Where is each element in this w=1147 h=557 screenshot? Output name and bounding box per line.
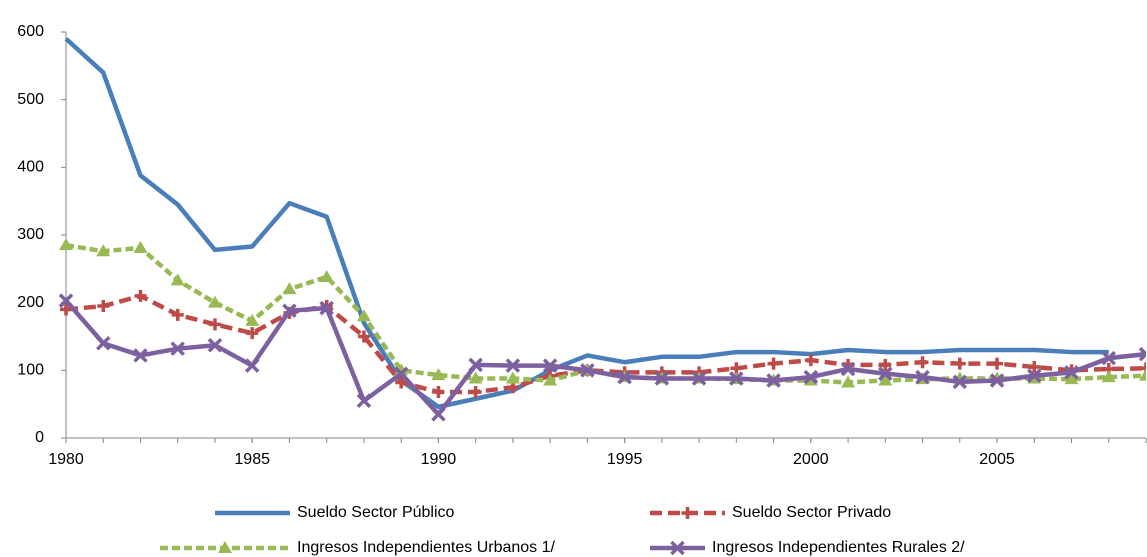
marker [393, 366, 409, 381]
marker [989, 373, 1005, 388]
marker [1101, 370, 1116, 383]
y-tick-label: 200 [17, 294, 44, 311]
series-line [64, 299, 1146, 417]
marker [543, 373, 558, 386]
marker [1027, 368, 1042, 383]
marker [1138, 346, 1146, 362]
marker [97, 300, 110, 313]
marker [681, 507, 694, 519]
marker [1140, 362, 1146, 375]
marker [542, 358, 558, 373]
marker [654, 371, 670, 386]
marker [580, 363, 595, 378]
marker [878, 366, 893, 381]
marker [432, 385, 445, 398]
marker [245, 313, 260, 326]
marker [841, 375, 856, 388]
marker [505, 358, 521, 373]
marker [96, 336, 111, 351]
marker [878, 373, 893, 386]
y-tick-label: 100 [17, 362, 44, 379]
marker [505, 371, 520, 384]
marker [60, 303, 72, 316]
x-tick-label: 1980 [48, 451, 84, 468]
marker [319, 269, 334, 282]
marker [207, 295, 222, 308]
marker [431, 368, 446, 381]
marker [282, 282, 297, 295]
x-tick-label: 2005 [979, 451, 1015, 468]
marker [59, 238, 73, 251]
legend-label: Sueldo Sector Público [297, 504, 455, 521]
marker [468, 357, 483, 373]
marker [804, 354, 817, 367]
marker [767, 357, 780, 370]
marker [915, 369, 930, 385]
marker [803, 369, 819, 385]
y-tick-label: 400 [17, 159, 44, 176]
marker [244, 358, 260, 373]
marker [766, 373, 781, 388]
marker [469, 385, 482, 398]
marker [207, 338, 223, 353]
x-tick-label: 1995 [607, 451, 643, 468]
marker [208, 318, 221, 331]
marker [1101, 350, 1116, 366]
marker [952, 374, 968, 390]
marker [1139, 368, 1146, 381]
y-tick-label: 500 [17, 91, 44, 108]
marker [468, 371, 483, 384]
marker [879, 358, 892, 371]
marker [58, 293, 74, 308]
series-line [64, 37, 1109, 410]
marker [356, 393, 372, 409]
marker [670, 540, 685, 556]
x-tick-label: 2000 [793, 451, 829, 468]
legend-label: Ingresos Independientes Urbanos 1/ [297, 539, 556, 556]
x-tick-label: 1990 [421, 451, 457, 468]
marker [991, 357, 1004, 370]
marker [134, 289, 147, 302]
legend-label: Ingresos Independientes Rurales 2/ [712, 539, 965, 556]
marker [246, 327, 259, 340]
marker [1028, 360, 1041, 373]
marker [1064, 365, 1079, 380]
y-tick-label: 300 [17, 226, 44, 243]
marker [218, 541, 232, 553]
marker [729, 371, 744, 386]
marker [395, 376, 408, 389]
marker [96, 244, 111, 257]
y-tick-label: 600 [17, 23, 44, 40]
marker [170, 341, 185, 356]
marker [840, 361, 856, 377]
marker [171, 308, 184, 321]
series-line [65, 293, 1146, 395]
marker [1064, 372, 1079, 385]
marker [357, 330, 370, 343]
x-tick-label: 1985 [234, 451, 270, 468]
marker [953, 357, 966, 370]
marker [319, 300, 334, 316]
marker [133, 348, 148, 363]
legend-label: Sueldo Sector Privado [732, 504, 891, 521]
marker [617, 369, 632, 385]
marker [431, 407, 446, 422]
marker [691, 371, 707, 386]
series-line [65, 242, 1146, 385]
marker [170, 273, 185, 286]
y-tick-label: 0 [35, 429, 44, 446]
marker [282, 303, 297, 319]
marker [916, 356, 929, 369]
marker [356, 309, 371, 322]
marker [133, 240, 148, 253]
